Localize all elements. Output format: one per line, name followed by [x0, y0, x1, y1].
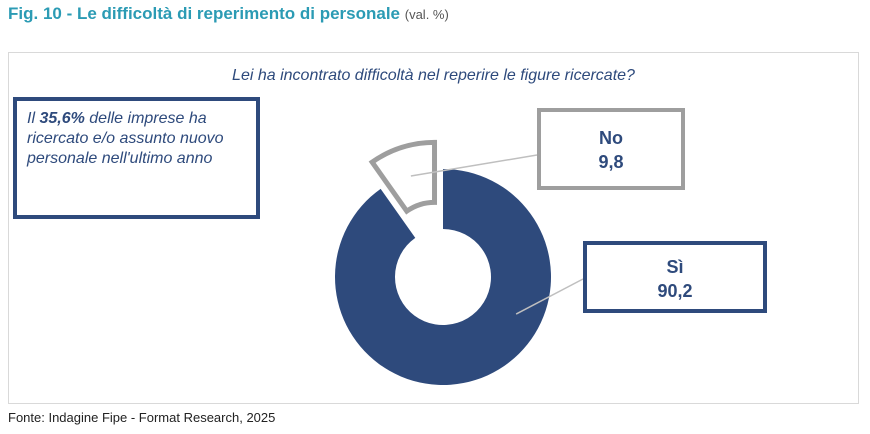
- slice-no: [368, 139, 438, 215]
- figure-unit: (val. %): [404, 7, 449, 22]
- figure-title-text: Fig. 10 - Le difficoltà di reperimento d…: [8, 4, 401, 23]
- chart-panel: Lei ha incontrato difficoltà nel reperir…: [8, 52, 859, 404]
- label-no-category: No: [599, 128, 623, 148]
- donut-slices: [335, 139, 551, 385]
- chart-question: Lei ha incontrato difficoltà nel reperir…: [232, 67, 635, 84]
- label-no-value: 9,8: [598, 152, 624, 172]
- note-prefix: Il: [27, 110, 40, 127]
- donut-chart: [335, 139, 584, 385]
- label-si-category: Sì: [666, 257, 684, 277]
- label-si-value: 90,2: [657, 281, 693, 301]
- figure-title: Fig. 10 - Le difficoltà di reperimento d…: [8, 4, 449, 24]
- leader-lines: [410, 154, 584, 315]
- leader-line-no: [410, 154, 538, 177]
- label-si-box: Sì 90,2: [583, 241, 767, 313]
- note-suffix: delle imprese ha ricercato e/o assunto n…: [27, 110, 224, 167]
- source-note: Fonte: Indagine Fipe - Format Research, …: [8, 410, 276, 425]
- leader-line-si: [515, 278, 584, 315]
- note-box: Il 35,6% delle imprese ha ricercato e/o …: [13, 97, 260, 219]
- note-highlight: 35,6%: [39, 110, 85, 127]
- label-no-box: No 9,8: [537, 108, 685, 190]
- slice-si: [335, 169, 551, 385]
